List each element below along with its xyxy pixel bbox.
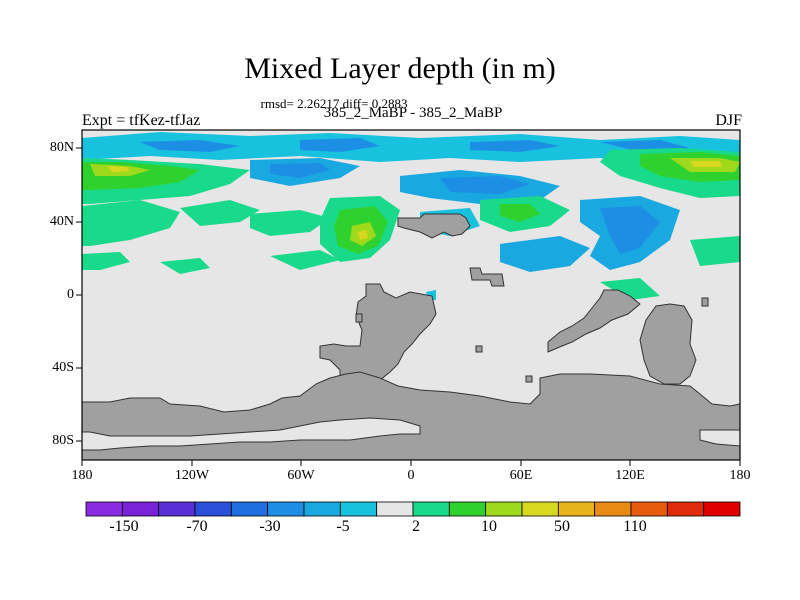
colorbar-swatch bbox=[158, 501, 196, 517]
colorbar-swatch bbox=[85, 501, 123, 517]
anomaly-patch bbox=[160, 258, 210, 274]
x-tick-label: 0 bbox=[407, 468, 415, 483]
anomaly-patch bbox=[600, 278, 660, 300]
season-label: DJF bbox=[715, 112, 742, 129]
colorbar-label: -30 bbox=[259, 518, 281, 535]
colorbar-swatch bbox=[521, 501, 559, 517]
land-region bbox=[475, 345, 483, 353]
colorbar-swatch bbox=[557, 501, 596, 517]
land-region bbox=[525, 375, 533, 383]
anomaly-patch bbox=[440, 176, 530, 194]
anomaly-patch bbox=[500, 204, 540, 222]
colorbar-swatch bbox=[339, 501, 378, 517]
land-mask bbox=[81, 213, 741, 461]
x-tick-label: 60E bbox=[509, 468, 533, 483]
colorbar-swatch bbox=[594, 501, 632, 517]
colorbar-swatch bbox=[703, 501, 741, 517]
colorbar-swatch bbox=[412, 501, 450, 517]
anomaly-patch bbox=[270, 163, 330, 178]
y-tick-label: 40N bbox=[49, 214, 74, 229]
anomaly-patch bbox=[500, 236, 590, 272]
x-tick-label: 120E bbox=[615, 468, 645, 483]
land-region bbox=[699, 429, 741, 447]
anomaly-patch bbox=[140, 140, 240, 152]
colorbar-swatch bbox=[376, 501, 414, 517]
y-tick-label: 40S bbox=[52, 360, 74, 375]
colorbar-swatch bbox=[630, 501, 668, 517]
land-region bbox=[397, 213, 471, 239]
anomaly-patch bbox=[600, 206, 660, 254]
colorbar-label: -5 bbox=[336, 518, 350, 535]
colorbar-swatch bbox=[194, 501, 232, 517]
y-tick-label: 80N bbox=[49, 140, 74, 155]
colorbar-swatch bbox=[267, 501, 305, 517]
colorbar-label: -70 bbox=[186, 518, 208, 535]
land-region bbox=[469, 267, 505, 287]
anomaly-patch bbox=[470, 140, 560, 152]
anomaly-patch bbox=[82, 132, 740, 162]
anomaly-patch bbox=[270, 250, 340, 270]
y-tick-label: 80S bbox=[52, 433, 74, 448]
anomaly-patch bbox=[690, 236, 740, 266]
anomaly-patch bbox=[358, 230, 368, 240]
anomaly-patch bbox=[108, 166, 130, 172]
anomaly-patch bbox=[690, 161, 722, 167]
land-region bbox=[355, 313, 363, 323]
anomaly-patch bbox=[180, 200, 260, 226]
x-tick-label: 60W bbox=[287, 468, 315, 483]
case-line: 385_2_MaBP - 385_2_MaBP bbox=[323, 105, 503, 121]
colorbar-swatch bbox=[666, 501, 705, 517]
anomaly-patch bbox=[82, 252, 130, 270]
colorbar-swatch bbox=[121, 501, 160, 517]
x-tick-label: 180 bbox=[71, 468, 93, 483]
x-tick-label: 120W bbox=[174, 468, 210, 483]
x-tick-label: 180 bbox=[729, 468, 751, 483]
colorbar-swatch bbox=[448, 501, 487, 517]
colorbar-swatch bbox=[303, 501, 341, 517]
stats-line: rmsd= 2.26217 diff= 0.2883 bbox=[260, 96, 408, 111]
y-tick-label: 0 bbox=[67, 287, 74, 302]
land-region bbox=[547, 289, 641, 353]
colorbar-label: 2 bbox=[412, 518, 420, 535]
land-region bbox=[639, 303, 697, 385]
colorbar-label: -150 bbox=[109, 518, 139, 535]
anomaly-patch bbox=[250, 210, 330, 236]
colorbar-swatch bbox=[230, 501, 269, 517]
experiment-label: Expt = tfKez-tfJaz bbox=[82, 112, 201, 129]
land-region bbox=[81, 417, 421, 451]
axis-ticks bbox=[76, 147, 741, 466]
colorbar-swatch bbox=[485, 501, 523, 517]
colorbar-label: 110 bbox=[623, 518, 647, 535]
anomaly-patch bbox=[300, 138, 380, 152]
land-region bbox=[701, 297, 709, 307]
anomaly-patch bbox=[82, 200, 180, 246]
chart-title: Mixed Layer depth (in m) bbox=[244, 52, 556, 85]
colorbar-label: 50 bbox=[554, 518, 570, 535]
colorbar bbox=[85, 501, 741, 517]
colorbar-label: 10 bbox=[481, 518, 497, 535]
